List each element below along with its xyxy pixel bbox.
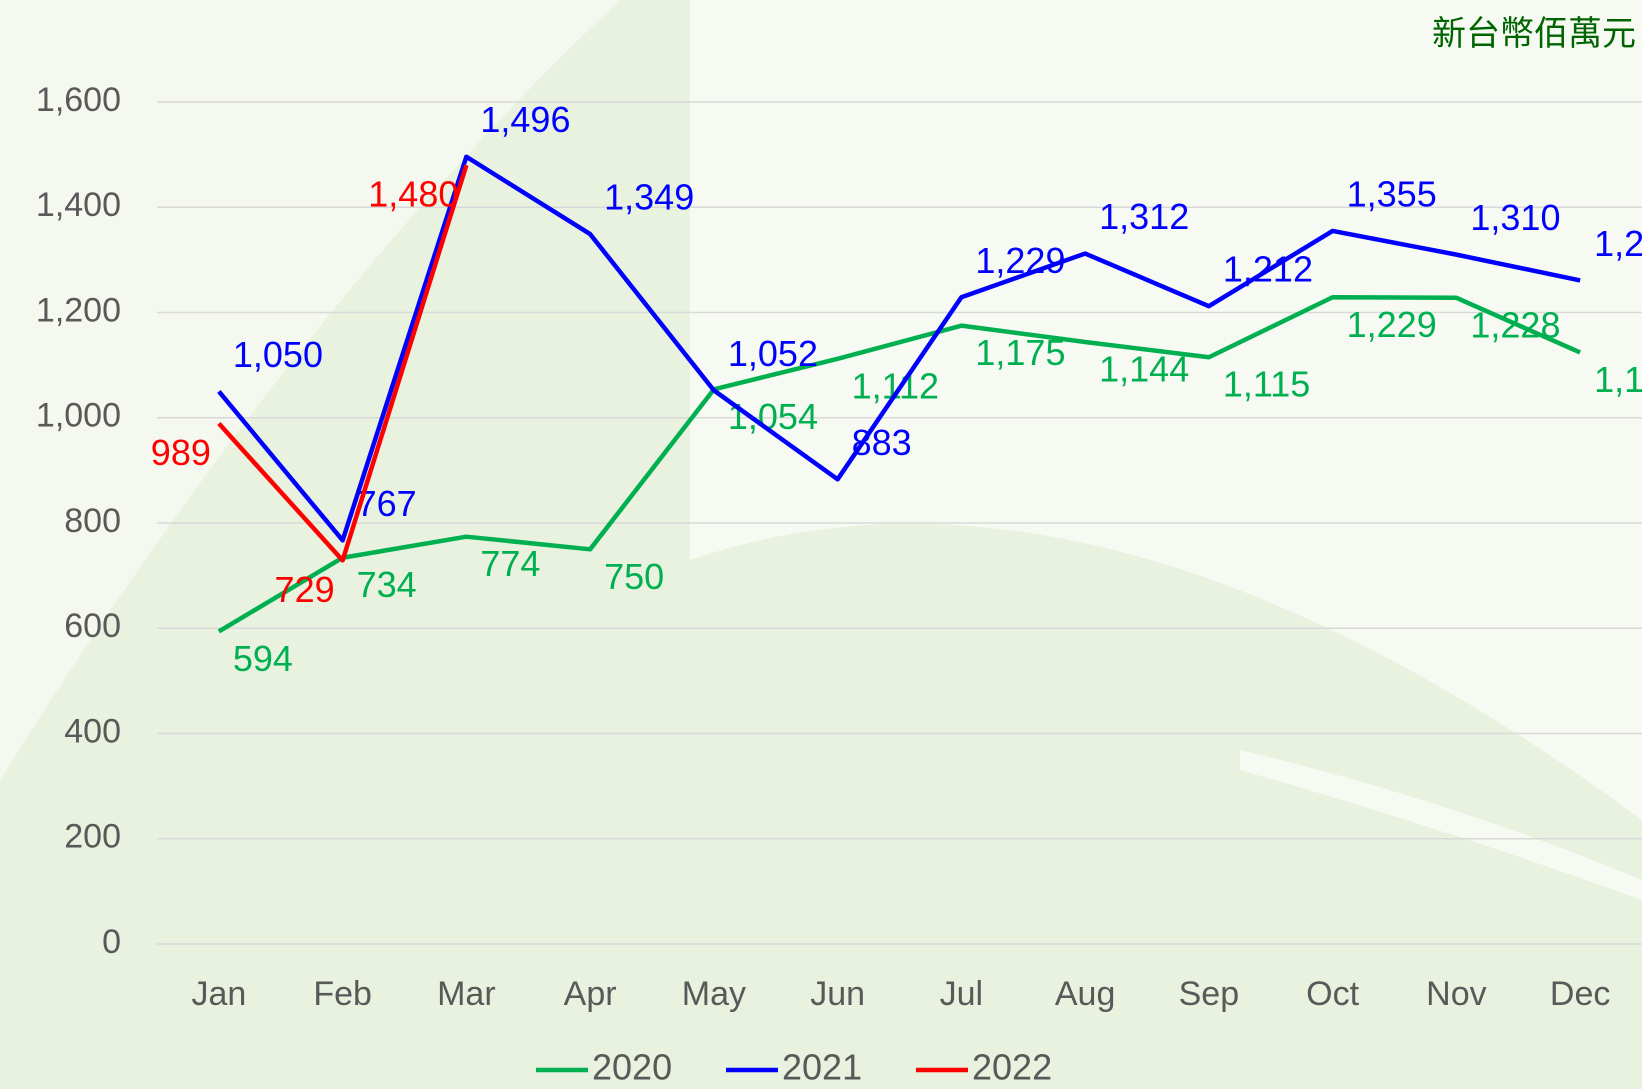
data-label: 1,310 bbox=[1470, 197, 1560, 238]
x-tick-label: Mar bbox=[437, 975, 496, 1013]
data-label: 594 bbox=[233, 638, 293, 679]
x-tick-label: Aug bbox=[1055, 975, 1116, 1013]
data-label: 729 bbox=[275, 569, 335, 610]
data-label: 1,212 bbox=[1223, 249, 1313, 290]
data-label: 1,229 bbox=[975, 240, 1065, 281]
data-label: 1,355 bbox=[1347, 173, 1437, 214]
x-tick-label: Feb bbox=[313, 975, 372, 1013]
unit-label: 新台幣佰萬元 bbox=[1432, 14, 1636, 54]
data-label: 1,175 bbox=[975, 332, 1065, 373]
x-tick-label: May bbox=[682, 975, 746, 1013]
y-tick-label: 0 bbox=[102, 923, 121, 961]
data-label: 1,349 bbox=[604, 177, 694, 218]
y-tick-label: 200 bbox=[64, 818, 121, 856]
x-tick-label: Jun bbox=[810, 975, 865, 1013]
data-label: 1,229 bbox=[1347, 304, 1437, 345]
y-tick-label: 1,200 bbox=[36, 291, 121, 329]
legend-label: 2020 bbox=[592, 1047, 672, 1088]
data-label: 1,052 bbox=[728, 333, 818, 374]
x-tick-label: Jul bbox=[940, 975, 983, 1013]
y-tick-label: 1,400 bbox=[36, 186, 121, 224]
legend-label: 2022 bbox=[972, 1047, 1052, 1088]
legend-label: 2021 bbox=[782, 1047, 862, 1088]
data-label: 1,228 bbox=[1470, 304, 1560, 345]
x-tick-label: Sep bbox=[1179, 975, 1240, 1013]
data-label: 1,112 bbox=[852, 365, 939, 406]
data-label: 774 bbox=[480, 543, 540, 584]
y-tick-label: 600 bbox=[64, 607, 121, 645]
data-label: 1,115 bbox=[1223, 364, 1310, 405]
data-label: 750 bbox=[604, 556, 664, 597]
data-label: 1,480 bbox=[368, 174, 458, 215]
data-label: 989 bbox=[151, 432, 211, 473]
y-tick-label: 800 bbox=[64, 502, 121, 540]
x-tick-label: Jan bbox=[191, 975, 246, 1013]
x-tick-label: Dec bbox=[1550, 975, 1610, 1013]
x-tick-label: Oct bbox=[1306, 975, 1359, 1013]
data-label: 1,144 bbox=[1099, 348, 1189, 389]
x-tick-label: Apr bbox=[564, 975, 617, 1013]
data-label: 883 bbox=[852, 422, 912, 463]
y-tick-label: 1,000 bbox=[36, 397, 121, 435]
y-tick-label: 400 bbox=[64, 712, 121, 750]
data-label: 1,261 bbox=[1594, 223, 1642, 264]
data-label: 1,312 bbox=[1099, 196, 1189, 237]
data-label: 734 bbox=[357, 564, 417, 605]
data-label: 1,124 bbox=[1594, 359, 1642, 400]
data-label: 1,496 bbox=[480, 99, 570, 140]
chart: 新台幣佰萬元 0 200 400 600 800 1,000 1,200 1,400 1,600… bbox=[0, 0, 1642, 1089]
data-label: 1,050 bbox=[233, 334, 323, 375]
x-tick-label: Nov bbox=[1426, 975, 1486, 1013]
y-tick-label: 1,600 bbox=[36, 81, 121, 119]
